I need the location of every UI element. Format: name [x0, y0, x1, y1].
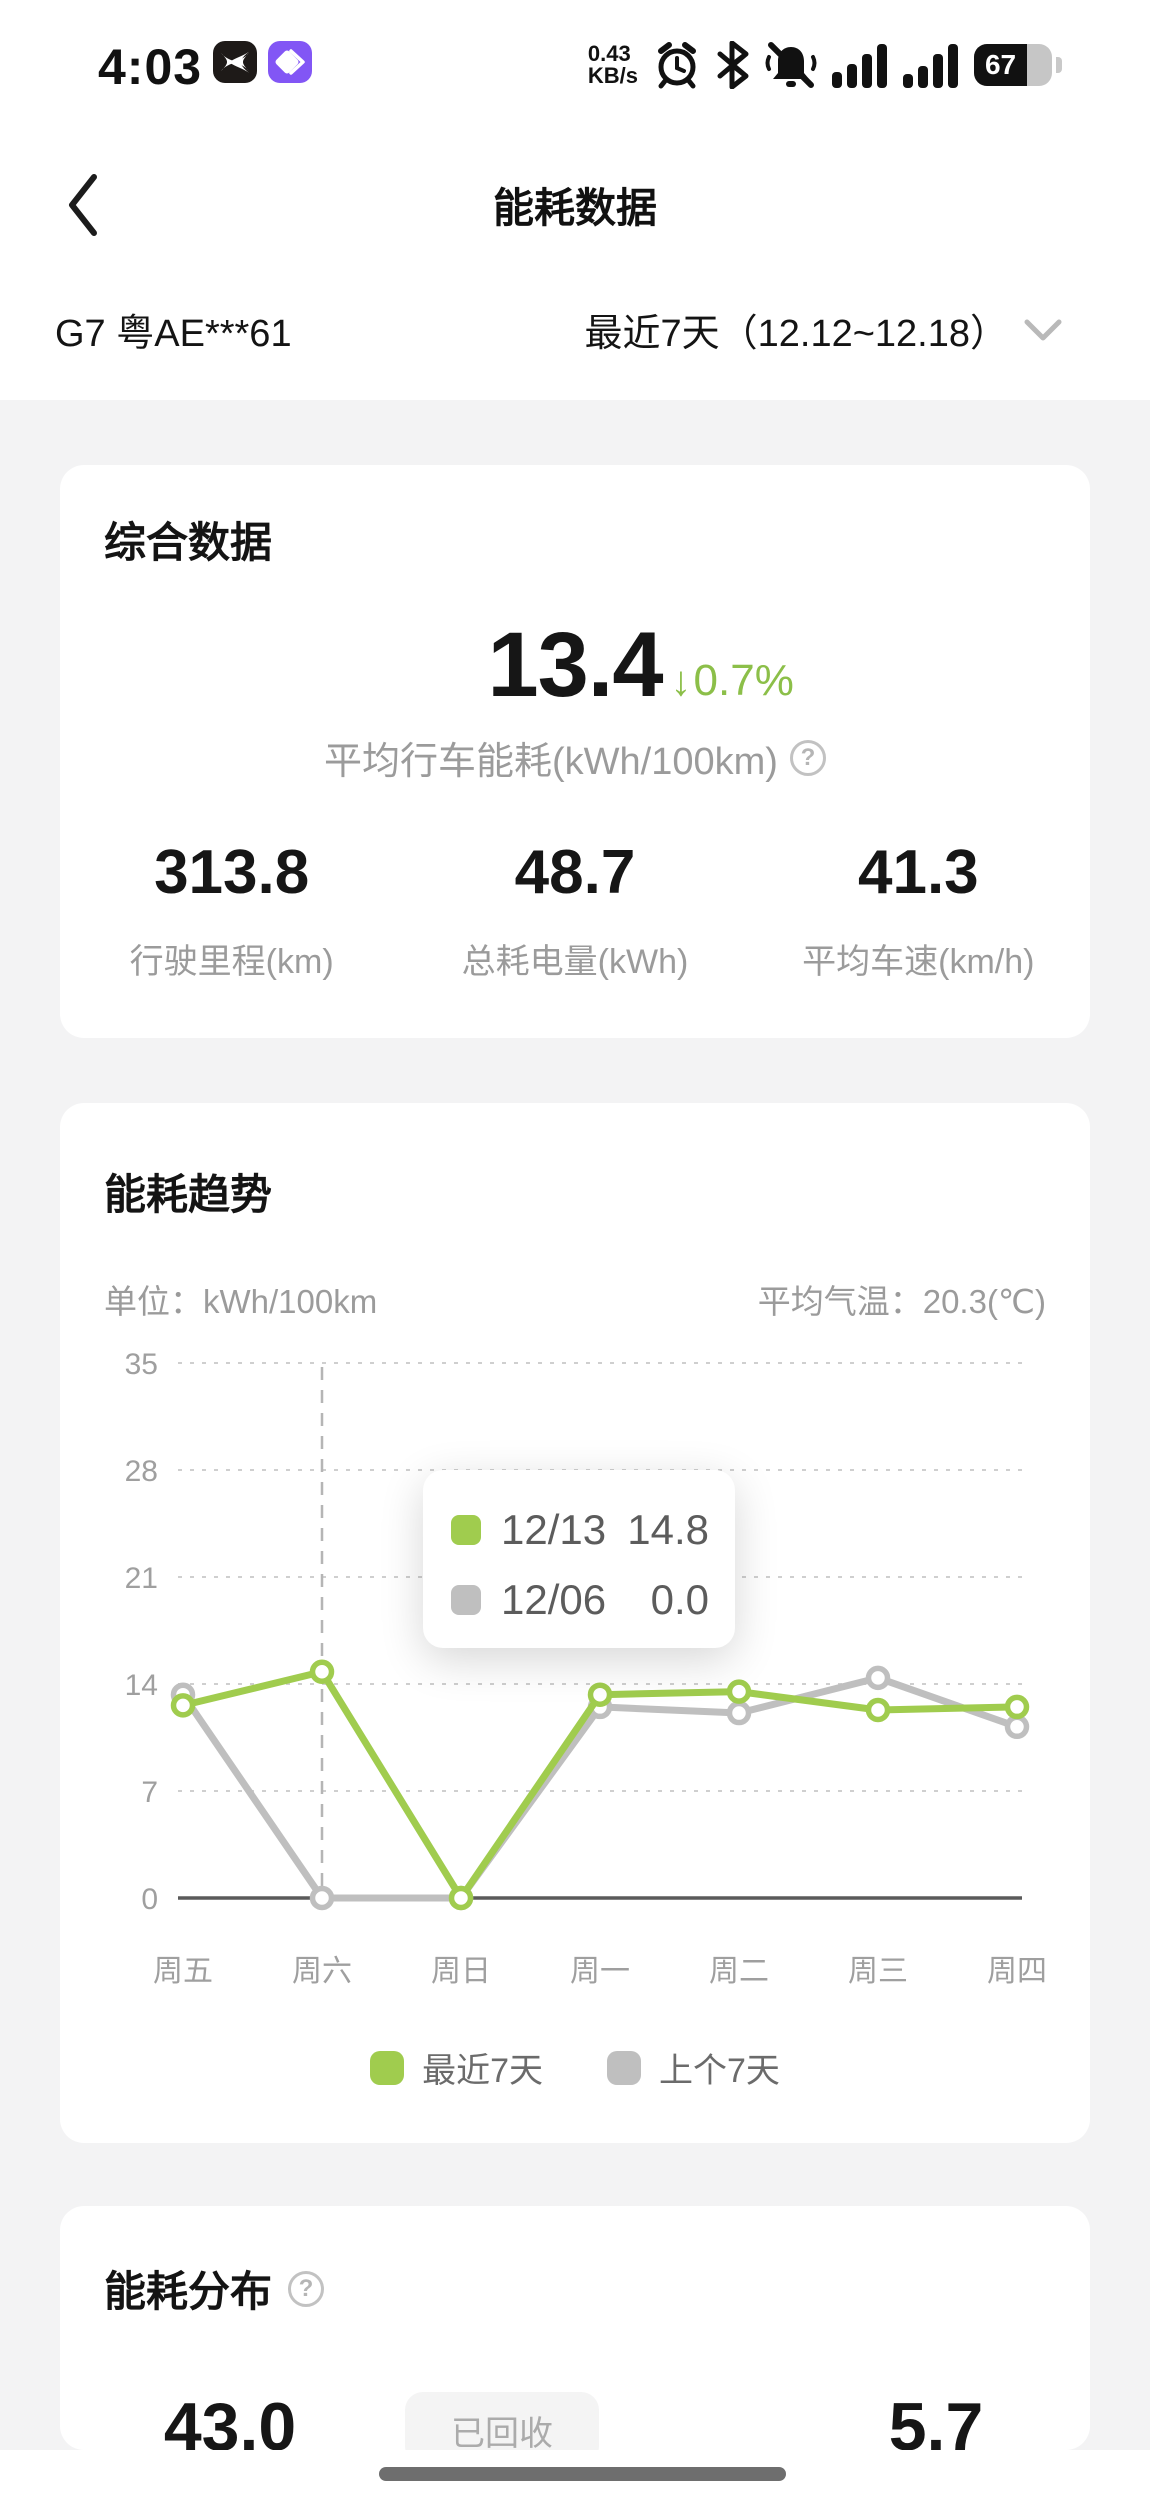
- chart-tooltip: 12/13 14.8 12/06 0.0: [423, 1470, 735, 1648]
- battery-icon: 67: [974, 44, 1052, 86]
- unit-label: 单位：kWh/100km: [104, 1283, 378, 1320]
- avg-consumption-label: 平均行车能耗(kWh/100km): [324, 741, 778, 783]
- chart-legend: 最近7天 上个7天: [60, 2043, 1090, 2092]
- series-swatch-current: [451, 1515, 481, 1545]
- tooltip-row-current: 12/13 14.8: [451, 1506, 709, 1553]
- svg-text:周二: 周二: [709, 1955, 769, 1988]
- battery-nub: [1056, 57, 1062, 73]
- distribution-card: 能耗分布 ? 43.0 已回收 5.7: [60, 2206, 1090, 2450]
- signal-icon-sim1: [832, 44, 887, 88]
- svg-text:28: 28: [125, 1455, 158, 1488]
- svg-text:14: 14: [125, 1669, 158, 1702]
- tooltip-value: 0.0: [650, 1576, 709, 1623]
- mute-icon: [765, 42, 817, 88]
- legend-item-previous: 上个7天: [607, 2043, 780, 2092]
- status-bar: 4:03 0.43 KB/s: [0, 30, 1150, 100]
- svg-text:0: 0: [141, 1883, 158, 1916]
- battery-percent: 67: [984, 49, 1017, 80]
- avg-consumption-value: 13.4: [487, 614, 663, 716]
- date-range-selector[interactable]: 最近7天（12.12~12.18）: [584, 302, 1064, 357]
- trend-meta-row: 单位：kWh/100km 平均气温：20.3(℃): [104, 1275, 1046, 1323]
- network-speed-unit: KB/s: [587, 63, 638, 88]
- legend-swatch-green: [370, 2050, 405, 2085]
- svg-text:周六: 周六: [292, 1955, 352, 1988]
- back-button[interactable]: [62, 170, 114, 240]
- stat-energy: 48.7 总耗电量(kWh): [403, 837, 746, 983]
- page-title: 能耗数据: [493, 185, 657, 231]
- tooltip-value: 14.8: [627, 1506, 709, 1553]
- xpeng-app-icon: [213, 41, 257, 83]
- purple-app-icon: [268, 41, 312, 83]
- network-speed-value: 0.43: [587, 40, 631, 66]
- delta-badge: ↓ 0.7%: [671, 656, 794, 706]
- tooltip-row-previous: 12/06 0.0: [451, 1576, 709, 1623]
- trend-card: 能耗趋势 单位：kWh/100km 平均气温：20.3(℃) 0 7 14 21 28 3…: [60, 1103, 1090, 2143]
- stat-value: 313.8: [154, 838, 310, 907]
- stat-label: 平均车速(km/h): [802, 943, 1035, 981]
- main-value-row: 13.4 ↓ 0.7%: [60, 613, 1090, 718]
- status-time: 4:03: [98, 39, 203, 95]
- recovered-right-value: 5.7: [888, 2389, 984, 2450]
- legend-item-current: 最近7天: [370, 2043, 543, 2092]
- status-right-cluster: 0.43 KB/s: [588, 30, 1062, 100]
- stat-label: 总耗电量(kWh): [461, 943, 689, 981]
- signal-icon-sim2: [903, 44, 958, 88]
- chevron-down-icon: [1024, 319, 1062, 340]
- summary-card: 综合数据 13.4 ↓ 0.7% 平均行车能耗(kWh/100km) ? 313…: [60, 465, 1090, 1038]
- diamond-arrow-icon: [275, 49, 305, 75]
- stat-value: 41.3: [857, 838, 979, 907]
- date-range-label: 最近7天（12.12~12.18）: [584, 313, 1008, 355]
- legend-swatch-gray: [607, 2050, 641, 2085]
- stat-label: 行驶里程(km): [129, 943, 334, 981]
- tooltip-date: 12/13: [501, 1506, 607, 1553]
- trend-card-title: 能耗趋势: [104, 1171, 273, 1218]
- main-value-label-row: 平均行车能耗(kWh/100km) ?: [60, 730, 1090, 785]
- selector-row: G7 粤AE***61 最近7天（12.12~12.18）: [0, 292, 1150, 362]
- legend-label: 上个7天: [659, 2052, 780, 2090]
- tooltip-date: 12/06: [501, 1576, 607, 1623]
- bluetooth-icon: [717, 41, 749, 89]
- home-indicator[interactable]: [379, 2467, 786, 2481]
- trend-chart[interactable]: 0 7 14 21 28 35 周五 周六 周日 周一 周二 周三 周四: [60, 1333, 1090, 2013]
- back-chevron-icon: [69, 174, 97, 236]
- help-icon[interactable]: ?: [288, 2270, 325, 2307]
- svg-text:周五: 周五: [153, 1955, 213, 1988]
- battery-fill: 67: [974, 44, 1028, 86]
- alarm-icon: [658, 42, 696, 89]
- svg-text:21: 21: [125, 1562, 158, 1595]
- svg-text:周日: 周日: [431, 1955, 491, 1988]
- svg-text:周四: 周四: [987, 1955, 1047, 1988]
- legend-label: 最近7天: [422, 2052, 543, 2090]
- avg-temp-label: 平均气温：20.3(℃): [757, 1283, 1046, 1320]
- help-icon[interactable]: ?: [789, 739, 826, 776]
- arrow-down-icon: ↓: [670, 657, 692, 704]
- network-speed: 0.43 KB/s: [587, 40, 638, 88]
- distribution-title-row: 能耗分布 ?: [104, 2258, 325, 2319]
- delta-percent: 0.7%: [693, 656, 794, 705]
- top-section: 4:03 0.43 KB/s: [0, 0, 1150, 400]
- stat-distance: 313.8 行驶里程(km): [60, 837, 403, 983]
- svg-text:周一: 周一: [570, 1955, 630, 1988]
- stats-row: 313.8 行驶里程(km) 48.7 总耗电量(kWh) 41.3 平均车速(…: [60, 837, 1090, 983]
- series-swatch-previous: [451, 1585, 481, 1615]
- nav-header: 能耗数据: [0, 160, 1150, 250]
- stat-value: 48.7: [514, 838, 636, 907]
- svg-text:7: 7: [141, 1776, 158, 1809]
- svg-text:35: 35: [125, 1348, 158, 1381]
- system-nav-bar: [0, 2450, 1150, 2499]
- summary-card-title: 综合数据: [104, 519, 273, 566]
- recovered-left-value: 43.0: [163, 2389, 297, 2450]
- svg-text:周三: 周三: [848, 1955, 908, 1988]
- stat-speed: 41.3 平均车速(km/h): [747, 837, 1090, 983]
- xpeng-logo-icon: [221, 51, 249, 73]
- distribution-card-title: 能耗分布: [104, 2268, 273, 2315]
- tab-recovered[interactable]: 已回收: [405, 2392, 599, 2450]
- vehicle-label: G7 粤AE***61: [55, 313, 292, 355]
